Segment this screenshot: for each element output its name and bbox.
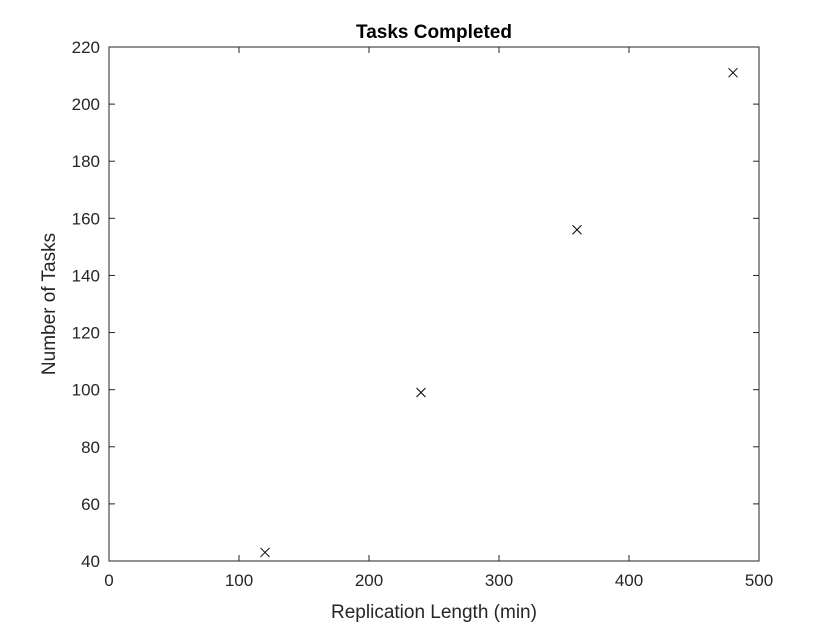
- y-tick-label: 140: [72, 266, 100, 285]
- data-point: [572, 224, 582, 235]
- plot-area: [108, 46, 760, 562]
- x-axis: 0 100 200 300 400 500: [104, 47, 773, 590]
- data-point: [416, 387, 426, 398]
- data-point: [260, 547, 270, 558]
- y-tick-label: 80: [81, 438, 100, 457]
- y-tick-label: 180: [72, 152, 100, 171]
- x-tick-label: 0: [104, 571, 113, 590]
- data-point: [728, 67, 738, 78]
- y-axis: 40 60 80 100 120 140 160 180 200 220: [72, 38, 759, 571]
- y-tick-label: 40: [81, 552, 100, 571]
- x-tick-label: 300: [485, 571, 513, 590]
- data-series: [260, 67, 738, 558]
- x-tick-label: 200: [355, 571, 383, 590]
- y-tick-label: 120: [72, 324, 100, 343]
- chart-title: Tasks Completed: [356, 22, 512, 43]
- y-tick-label: 60: [81, 495, 100, 514]
- x-tick-label: 100: [225, 571, 253, 590]
- x-tick-label: 400: [615, 571, 643, 590]
- y-tick-label: 220: [72, 38, 100, 57]
- x-tick-label: 500: [745, 571, 773, 590]
- x-axis-label: Replication Length (min): [331, 602, 537, 623]
- y-tick-label: 160: [72, 209, 100, 228]
- y-axis-label: Number of Tasks: [39, 233, 60, 375]
- y-tick-label: 100: [72, 381, 100, 400]
- y-tick-label: 200: [72, 95, 100, 114]
